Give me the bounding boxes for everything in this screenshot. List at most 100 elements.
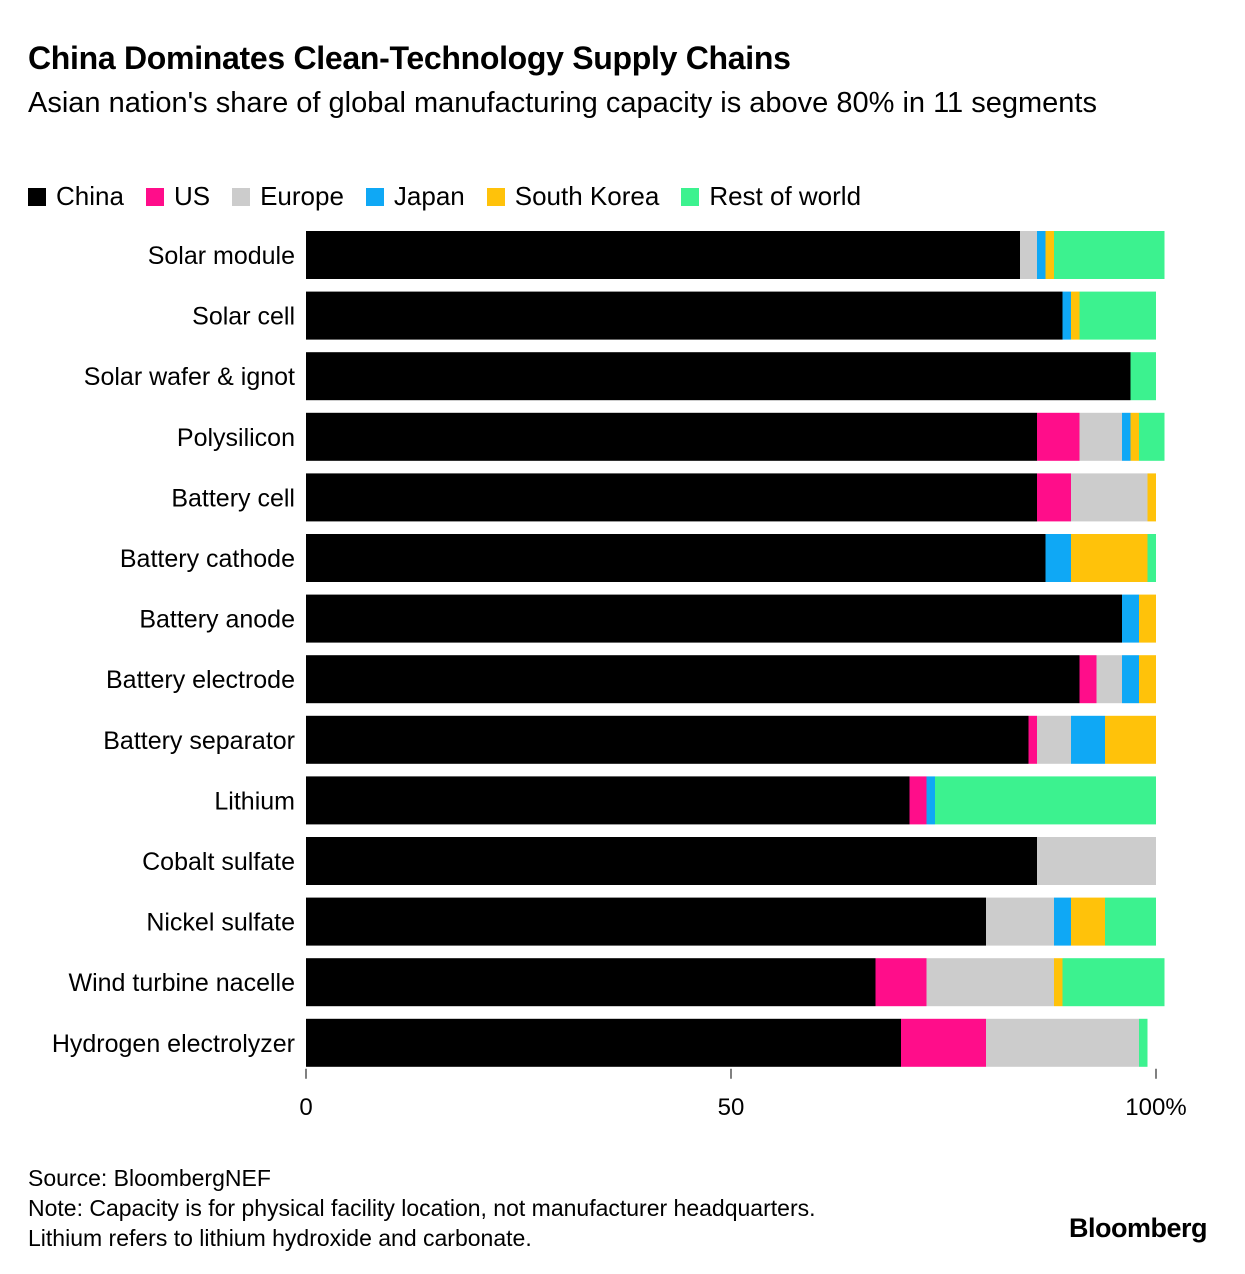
bar-battery-cathode-south-korea	[1071, 534, 1148, 582]
bar-polysilicon-us	[1037, 412, 1080, 461]
legend-label-europe: Europe	[260, 181, 344, 211]
legend: China US Europe Japan South Korea Rest o…	[28, 181, 883, 212]
category-label-solar-cell: Solar cell	[192, 303, 295, 331]
bar-battery-separator-south-korea	[1105, 715, 1156, 764]
bar-battery-cell-south-korea	[1147, 473, 1156, 522]
bar-nickel-sulfate-europe	[986, 897, 1054, 946]
legend-item-japan: Japan	[365, 181, 465, 212]
bar-battery-separator-japan	[1071, 715, 1105, 764]
category-label-polysilicon: Polysilicon	[177, 424, 295, 452]
bar-nickel-sulfate-japan	[1054, 897, 1071, 946]
bar-battery-separator-china	[306, 715, 1029, 764]
bar-solar-cell-japan	[1062, 291, 1071, 340]
legend-label-china: China	[56, 181, 124, 211]
legend-item-south-korea: South Korea	[486, 181, 660, 212]
legend-item-us: US	[145, 181, 211, 212]
bar-lithium-china	[306, 776, 910, 825]
bar-solar-module-rest-of-world	[1054, 231, 1165, 279]
bar-battery-electrode-us	[1079, 655, 1097, 704]
category-label-cobalt-sulfate: Cobalt sulfate	[142, 848, 295, 876]
bar-battery-separator-europe	[1037, 715, 1071, 764]
note-text-2: Lithium refers to lithium hydroxide and …	[28, 1225, 532, 1251]
bar-solar-module-japan	[1037, 231, 1046, 279]
category-label-battery-anode: Battery anode	[139, 606, 295, 634]
bar-solar-wafer-ignot-rest-of-world	[1130, 352, 1156, 401]
legend-label-south-korea: South Korea	[514, 181, 660, 211]
bar-battery-cell-us	[1037, 473, 1071, 522]
category-label-lithium: Lithium	[214, 787, 295, 815]
x-tick-label-0: 0	[299, 1094, 312, 1121]
bar-lithium-us	[909, 776, 927, 825]
category-label-solar-module: Solar module	[148, 242, 295, 270]
bar-solar-module-china	[306, 231, 1020, 279]
bloomberg-logo: Bloomberg	[1068, 1213, 1208, 1243]
bar-hydrogen-electrolyzer-china	[306, 1018, 901, 1067]
bar-battery-separator-us	[1028, 715, 1037, 764]
bar-polysilicon-south-korea	[1130, 412, 1139, 461]
source-text: Source: BloombergNEF	[28, 1165, 271, 1191]
bar-battery-cathode-china	[306, 534, 1046, 582]
bar-battery-cell-china	[306, 473, 1037, 522]
bar-battery-cell-europe	[1071, 473, 1148, 522]
bar-solar-cell-china	[306, 291, 1063, 340]
bar-cobalt-sulfate-china	[306, 837, 1037, 885]
bar-hydrogen-electrolyzer-us	[901, 1018, 986, 1067]
bar-solar-module-europe	[1020, 231, 1037, 279]
bar-wind-turbine-nacelle-south-korea	[1054, 958, 1063, 1007]
category-label-hydrogen-electrolyzer: Hydrogen electrolyzer	[52, 1030, 295, 1058]
bar-wind-turbine-nacelle-us	[875, 958, 927, 1007]
category-label-battery-cathode: Battery cathode	[120, 545, 295, 573]
footer: Source: BloombergNEF Note: Capacity is f…	[28, 1163, 816, 1253]
bar-solar-module-south-korea	[1045, 231, 1054, 279]
bar-solar-cell-south-korea	[1071, 291, 1080, 340]
bar-lithium-japan	[926, 776, 935, 825]
legend-swatch-south-korea	[486, 187, 505, 206]
legend-label-japan: Japan	[393, 181, 465, 211]
bar-nickel-sulfate-south-korea	[1071, 897, 1105, 946]
chart-subtitle: Asian nation's share of global manufactu…	[28, 87, 1097, 119]
category-label-solar-wafer-ignot: Solar wafer & ignot	[84, 363, 295, 391]
bar-wind-turbine-nacelle-europe	[926, 958, 1054, 1007]
legend-item-rest-of-world: Rest of world	[681, 181, 861, 212]
legend-swatch-rest-of-world	[681, 187, 700, 206]
bar-polysilicon-japan	[1122, 412, 1131, 461]
bar-battery-cathode-rest-of-world	[1147, 534, 1156, 582]
bar-wind-turbine-nacelle-china	[306, 958, 876, 1007]
bar-battery-anode-china	[306, 594, 1122, 643]
legend-swatch-china	[28, 187, 46, 206]
bar-hydrogen-electrolyzer-rest-of-world	[1139, 1018, 1148, 1067]
bar-cobalt-sulfate-europe	[1037, 837, 1156, 885]
bar-solar-cell-rest-of-world	[1079, 291, 1156, 340]
category-label-battery-separator: Battery separator	[103, 727, 295, 755]
legend-swatch-japan	[365, 187, 384, 206]
bar-wind-turbine-nacelle-rest-of-world	[1062, 958, 1165, 1007]
bar-solar-wafer-ignot-china	[306, 352, 1131, 401]
bar-battery-electrode-south-korea	[1139, 655, 1156, 704]
bar-battery-anode-japan	[1122, 594, 1139, 643]
bar-lithium-rest-of-world	[935, 776, 1156, 825]
bar-polysilicon-europe	[1079, 412, 1122, 461]
category-label-nickel-sulfate: Nickel sulfate	[146, 909, 295, 937]
stacked-bar-chart: Solar module Solar cell Solar wafer & igno…	[52, 231, 1187, 1121]
chart-title: China Dominates Clean-Technology Supply …	[28, 40, 791, 76]
bar-battery-cathode-japan	[1045, 534, 1071, 582]
category-label-wind-turbine-nacelle: Wind turbine nacelle	[68, 969, 295, 997]
bar-nickel-sulfate-china	[306, 897, 986, 946]
legend-label-rest-of-world: Rest of world	[709, 181, 862, 211]
category-label-battery-cell: Battery cell	[171, 484, 295, 512]
legend-label-us: US	[173, 181, 211, 211]
bar-battery-electrode-europe	[1096, 655, 1122, 704]
legend-swatch-europe	[232, 187, 251, 206]
bar-battery-electrode-japan	[1122, 655, 1139, 704]
category-label-battery-electrode: Battery electrode	[106, 666, 295, 694]
bar-battery-electrode-china	[306, 655, 1080, 704]
bar-hydrogen-electrolyzer-europe	[986, 1018, 1139, 1067]
bar-battery-anode-south-korea	[1139, 594, 1156, 643]
legend-item-china: China	[28, 181, 124, 212]
legend-swatch-us	[145, 187, 164, 206]
x-tick-label-50: 50	[718, 1094, 745, 1121]
bar-nickel-sulfate-rest-of-world	[1105, 897, 1156, 946]
note-text: Note: Capacity is for physical facility …	[28, 1195, 816, 1221]
legend-item-europe: Europe	[232, 181, 344, 212]
x-tick-label-100: 100%	[1125, 1094, 1186, 1121]
